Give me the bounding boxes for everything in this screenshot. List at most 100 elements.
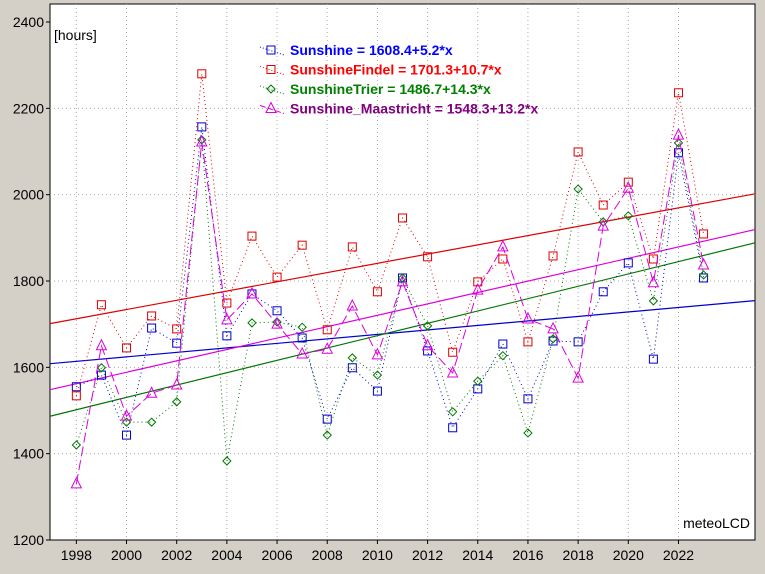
data-point-square xyxy=(372,287,382,297)
data-point-diamond xyxy=(673,138,684,148)
data-point-diamond xyxy=(623,211,634,221)
data-series xyxy=(70,69,710,489)
data-point-diamond xyxy=(96,363,107,373)
data-point-square xyxy=(297,240,307,250)
data-point-triangle xyxy=(120,408,133,421)
data-point-triangle xyxy=(195,134,208,147)
data-point-square xyxy=(448,347,458,357)
data-point-triangle xyxy=(396,274,409,287)
data-point-triangle xyxy=(296,346,308,359)
data-point-diamond xyxy=(422,321,433,331)
y-tick-label: 2200 xyxy=(13,100,44,116)
data-point-triangle xyxy=(647,275,660,288)
data-point-square xyxy=(598,287,608,297)
data-point-triangle xyxy=(321,342,334,354)
data-point-diamond xyxy=(573,184,583,194)
data-point-triangle xyxy=(547,321,559,334)
x-tick-label: 2012 xyxy=(412,547,443,563)
data-point-diamond xyxy=(473,376,483,386)
data-point-diamond xyxy=(121,417,132,427)
data-point-triangle xyxy=(497,239,509,252)
y-tick-label: 1400 xyxy=(13,446,44,462)
x-tick-label: 2000 xyxy=(111,547,142,563)
y-tick-label: 2000 xyxy=(13,187,44,203)
data-point-triangle xyxy=(672,127,685,140)
trend-line xyxy=(49,228,756,391)
legend: Sunshine = 1608.4+5.2*x SunshineFindel = … xyxy=(259,42,538,117)
grid xyxy=(50,4,755,540)
data-point-square xyxy=(266,45,276,55)
data-point-square xyxy=(322,325,332,335)
trend-line xyxy=(49,300,756,365)
x-tick-label: 2004 xyxy=(211,547,242,563)
data-point-diamond xyxy=(146,417,157,427)
data-point-square xyxy=(147,311,157,321)
x-tick-label: 2018 xyxy=(563,547,594,563)
data-point-square xyxy=(347,242,357,252)
y-tick-label: 2400 xyxy=(13,14,44,30)
data-point-square xyxy=(122,343,132,353)
legend-line xyxy=(259,46,285,56)
data-point-diamond xyxy=(498,350,508,361)
data-point-triangle xyxy=(522,311,534,324)
x-tick-label: 2022 xyxy=(663,547,694,563)
data-point-square xyxy=(347,363,357,373)
x-tick-label: 2014 xyxy=(462,547,493,563)
legend-line xyxy=(259,105,285,114)
data-point-square xyxy=(673,88,683,98)
data-point-diamond xyxy=(698,270,709,280)
data-point-triangle xyxy=(95,338,108,351)
x-tick-label: 1998 xyxy=(61,547,92,563)
data-point-square xyxy=(272,306,282,316)
legend-line xyxy=(259,85,285,95)
data-point-triangle xyxy=(697,257,710,270)
data-point-diamond xyxy=(372,370,383,380)
series-3 xyxy=(70,127,710,489)
x-tick-label: 2010 xyxy=(362,547,393,563)
data-point-triangle xyxy=(265,101,277,113)
data-point-square xyxy=(623,258,633,268)
legend-label: SunshineTrier = 1486.7+14.3*x xyxy=(290,81,491,97)
x-tick-label: 2006 xyxy=(261,547,292,563)
data-point-square xyxy=(322,414,332,424)
series-2 xyxy=(71,135,709,466)
data-point-diamond xyxy=(171,397,182,407)
data-point-square xyxy=(448,423,458,433)
data-point-triangle xyxy=(271,317,283,329)
data-point-square xyxy=(699,229,709,239)
data-point-diamond xyxy=(648,296,659,306)
data-point-square xyxy=(147,323,157,333)
data-point-square xyxy=(266,65,276,74)
data-point-triangle xyxy=(622,181,635,193)
data-point-diamond xyxy=(548,334,558,344)
data-point-diamond xyxy=(347,353,358,363)
data-point-square xyxy=(96,300,106,310)
data-point-square xyxy=(648,354,658,364)
data-point-triangle xyxy=(346,298,359,311)
data-point-square xyxy=(623,177,633,187)
x-tick-label: 2008 xyxy=(312,547,343,563)
legend-label: Sunshine_Maastricht = 1548.3+13.2*x xyxy=(290,101,538,117)
data-point-square xyxy=(423,346,433,356)
y-tick-label: 1600 xyxy=(13,359,44,375)
data-point-diamond xyxy=(247,318,257,328)
data-point-square xyxy=(523,394,533,404)
data-point-diamond xyxy=(222,456,232,466)
data-point-square xyxy=(372,386,382,396)
data-point-diamond xyxy=(297,322,307,332)
data-point-triangle xyxy=(170,377,183,390)
trend-lines xyxy=(49,193,756,417)
data-point-square xyxy=(197,122,207,132)
watermark: meteoLCD xyxy=(683,515,750,531)
x-tick-label: 2020 xyxy=(613,547,644,563)
data-point-square xyxy=(272,272,282,282)
data-point-square xyxy=(548,336,558,346)
data-point-triangle xyxy=(471,282,484,295)
data-point-square xyxy=(71,391,81,401)
data-point-diamond xyxy=(71,440,82,450)
x-tick-label: 2016 xyxy=(512,547,543,563)
data-point-square xyxy=(222,298,232,308)
data-point-diamond xyxy=(397,273,408,283)
trend-line xyxy=(49,242,756,417)
